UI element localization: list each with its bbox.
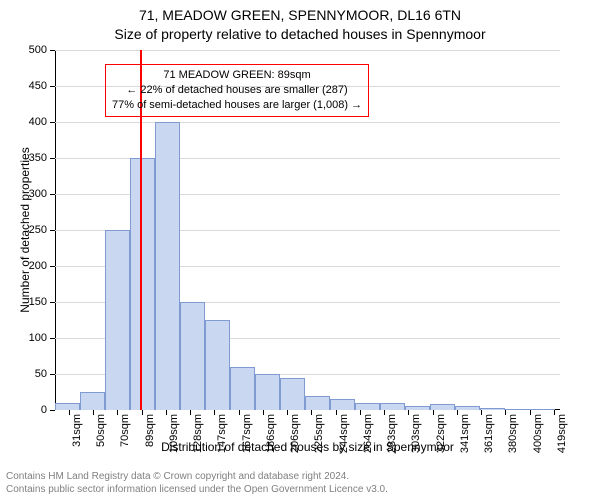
annotation-line: 77% of semi-detached houses are larger (… — [112, 98, 362, 113]
annotation-box: 71 MEADOW GREEN: 89sqm← 22% of detached … — [105, 64, 369, 117]
histogram-bar — [330, 399, 355, 410]
y-tick-label: 150 — [29, 296, 55, 308]
histogram-bar — [455, 406, 480, 410]
chart-title-block: 71, MEADOW GREEN, SPENNYMOOR, DL16 6TN S… — [0, 0, 600, 44]
chart-title-address: 71, MEADOW GREEN, SPENNYMOOR, DL16 6TN — [0, 6, 600, 25]
footer-attribution: Contains HM Land Registry data © Crown c… — [6, 471, 388, 496]
chart-subtitle: Size of property relative to detached ho… — [0, 25, 600, 44]
histogram-bar — [105, 230, 130, 410]
y-tick-label: 500 — [29, 44, 55, 56]
y-tick-label: 100 — [29, 332, 55, 344]
histogram-bar — [505, 409, 530, 410]
histogram-bar — [430, 404, 455, 410]
y-tick-label: 300 — [29, 188, 55, 200]
y-tick-label: 0 — [41, 404, 55, 416]
y-tick-label: 450 — [29, 80, 55, 92]
x-axis-label: Distribution of detached houses by size … — [55, 440, 560, 454]
histogram-bar — [230, 367, 255, 410]
grid-line — [55, 122, 560, 123]
histogram-bar — [155, 122, 180, 410]
y-tick-label: 50 — [35, 368, 55, 380]
footer-line-1: Contains HM Land Registry data © Crown c… — [6, 471, 388, 484]
histogram-bar — [530, 409, 555, 410]
histogram-bar — [130, 158, 155, 410]
annotation-line: ← 22% of detached houses are smaller (28… — [112, 83, 362, 98]
histogram-bar — [305, 396, 330, 410]
footer-line-2: Contains public sector information licen… — [6, 484, 388, 497]
histogram-bar — [55, 403, 80, 410]
histogram-bar — [355, 403, 380, 410]
y-tick-label: 350 — [29, 152, 55, 164]
histogram-bar — [80, 392, 105, 410]
histogram-bar — [255, 374, 280, 410]
y-tick-label: 400 — [29, 116, 55, 128]
grid-line — [55, 50, 560, 51]
histogram-bar — [380, 403, 405, 410]
histogram-bar — [480, 408, 505, 410]
histogram-bar — [180, 302, 205, 410]
annotation-line: 71 MEADOW GREEN: 89sqm — [112, 68, 362, 83]
histogram-bar — [205, 320, 230, 410]
y-tick-label: 250 — [29, 224, 55, 236]
histogram-bar — [280, 378, 305, 410]
chart-plot-area: 05010015020025030035040045050031sqm50sqm… — [55, 50, 560, 410]
y-tick-label: 200 — [29, 260, 55, 272]
